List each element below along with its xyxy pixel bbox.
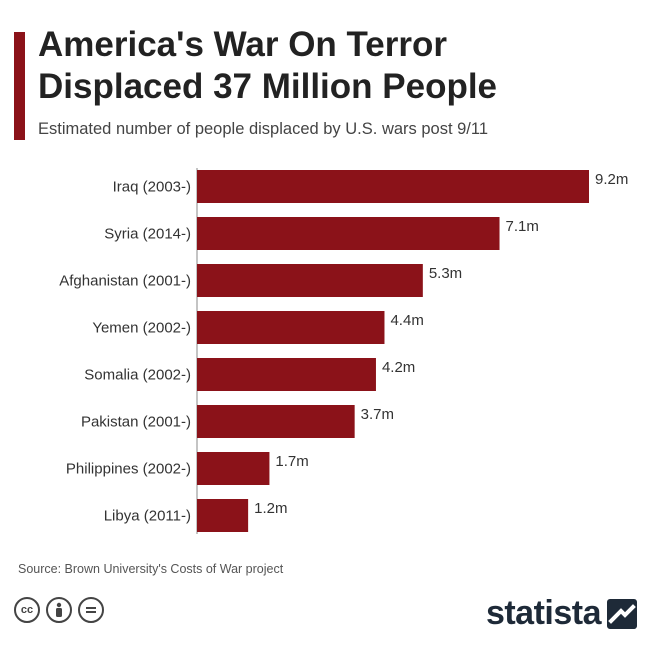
chart-subtitle: Estimated number of people displaced by … [38,120,489,138]
value-label: 9.2m [595,171,628,188]
category-label: Afghanistan (2001-) [59,273,191,290]
bar [197,452,270,485]
category-label: Libya (2011-) [104,508,191,525]
bar [197,217,500,250]
category-label: Somalia (2002-) [84,367,191,384]
category-label: Yemen (2002-) [92,320,191,337]
category-label: Syria (2014-) [104,226,191,243]
bar [197,311,385,344]
bar-chart: Iraq (2003-) 9.2m Syria (2014-) 7.1m Afghani… [59,168,628,534]
bar [197,264,423,297]
bar [197,405,355,438]
brand-name: statista [485,594,602,632]
chart-title: America's War On Terror Displaced 37 Mil… [38,24,638,108]
value-label: 7.1m [506,218,539,235]
title-line-2: Displaced 37 Million People [38,67,498,106]
bar [197,170,589,203]
category-label: Pakistan (2001-) [81,414,191,431]
value-label: 3.7m [361,406,394,423]
bar [197,499,249,532]
value-label: 4.2m [382,359,415,376]
category-label: Philippines (2002-) [66,461,191,478]
cc-icon: cc [14,597,40,623]
value-label: 1.7m [275,453,308,470]
bar [197,358,376,391]
title-accent-bar [14,32,25,140]
value-label: 5.3m [429,265,462,282]
statista-logo: statista [486,594,637,633]
no-derivatives-icon [78,597,104,623]
attribution-icon [46,597,72,623]
statista-mark-icon [607,598,637,629]
license-icons: cc [14,597,104,623]
source-note: Source: Brown University's Costs of War … [18,562,284,576]
title-line-1: America's War On Terror [38,25,448,64]
value-label: 4.4m [390,312,423,329]
category-label: Iraq (2003-) [113,179,191,196]
value-label: 1.2m [254,500,287,517]
